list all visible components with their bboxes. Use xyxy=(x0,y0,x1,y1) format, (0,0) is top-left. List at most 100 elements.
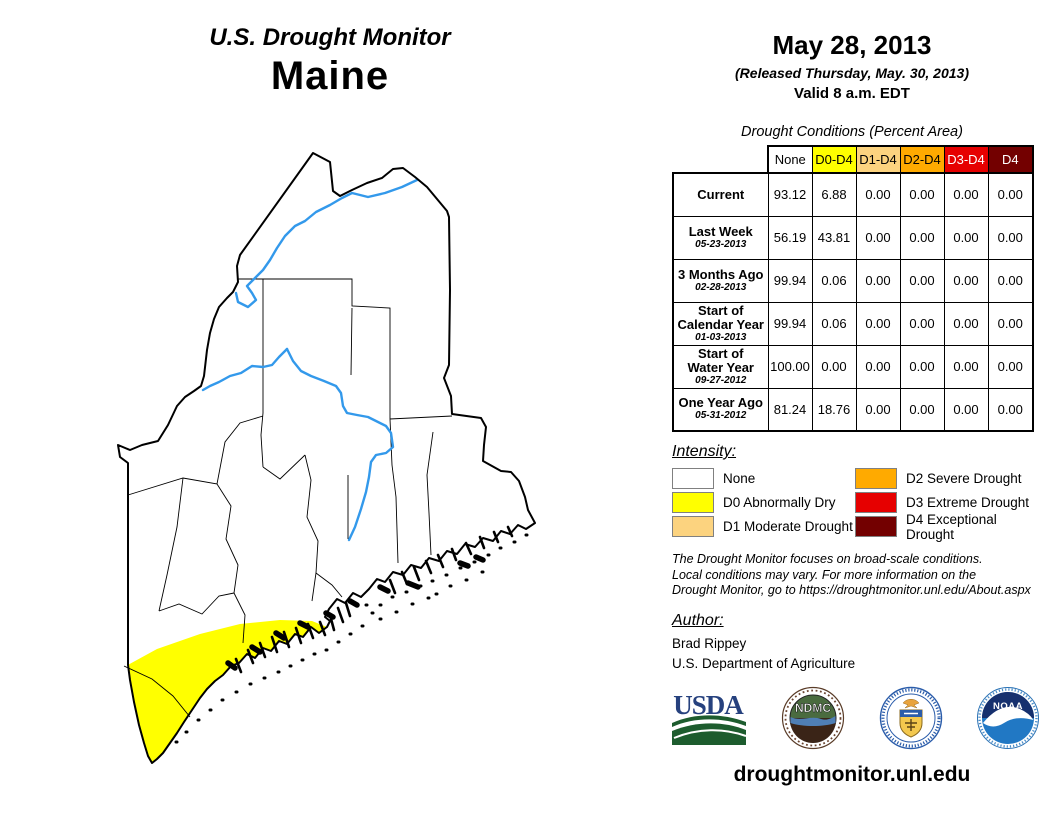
table-cell: 99.94 xyxy=(767,258,813,303)
table-row: One Year Ago 05-31-2012 81.24 18.76 0.00 … xyxy=(672,387,1034,432)
row-label: One Year Ago 05-31-2012 xyxy=(672,387,769,432)
disclaimer-line-3: Drought Monitor, go to https://droughtmo… xyxy=(672,583,1031,597)
legend-swatch-none xyxy=(672,468,714,489)
table-cell: 100.00 xyxy=(767,344,813,389)
table-row: Start of Calendar Year 01-03-2013 99.94 0… xyxy=(672,301,1034,346)
coastal-peninsulas xyxy=(234,525,514,674)
table-cell: 0.06 xyxy=(811,301,857,346)
legend-item-d3: D3 Extreme Drought xyxy=(855,492,1042,513)
table-cell: 56.19 xyxy=(767,215,813,260)
table-cell: 0.00 xyxy=(855,172,901,217)
usda-logo-text: USDA xyxy=(673,690,744,720)
legend-swatch-d3 xyxy=(855,492,897,513)
table-cell: 0.00 xyxy=(987,215,1034,260)
table-cell: 0.00 xyxy=(811,344,857,389)
legend-swatch-d2 xyxy=(855,468,897,489)
row-label: Start of Water Year 09-27-2012 xyxy=(672,344,769,389)
legend-item-none: None xyxy=(672,468,855,489)
legend-column-right: D2 Severe Drought D3 Extreme Drought D4 … xyxy=(855,465,1042,542)
table-cell: 0.00 xyxy=(943,301,989,346)
table-cell: 0.00 xyxy=(855,344,901,389)
table-corner-cell xyxy=(673,146,768,173)
table-cell: 0.00 xyxy=(943,258,989,303)
table-cell: 43.81 xyxy=(811,215,857,260)
table-row: Current 93.12 6.88 0.00 0.00 0.00 0.00 xyxy=(672,172,1034,217)
table-cell: 0.00 xyxy=(899,258,945,303)
table-cell: 93.12 xyxy=(767,172,813,217)
row-label: Last Week 05-23-2013 xyxy=(672,215,769,260)
usda-logo: USDA xyxy=(672,690,747,745)
table-cell: 0.00 xyxy=(855,215,901,260)
island-dots xyxy=(174,533,529,744)
county-borders xyxy=(123,278,453,718)
map-date: May 28, 2013 xyxy=(772,30,932,60)
table-row: Last Week 05-23-2013 56.19 43.81 0.00 0.0… xyxy=(672,215,1034,260)
legend-column-left: None D0 Abnormally Dry D1 Moderate Droug… xyxy=(672,465,855,537)
noaa-logo-text: NOAA xyxy=(993,701,1023,712)
coastal-islands xyxy=(225,554,486,671)
author-block: Author: Brad Rippey U.S. Department of A… xyxy=(672,612,855,671)
legend-title: Intensity: xyxy=(672,443,737,460)
noaa-logo: NOAA xyxy=(976,687,1039,749)
intensity-legend: Intensity: None D0 Abnormally Dry D1 Mod… xyxy=(672,443,1042,542)
table-cell: 0.00 xyxy=(943,172,989,217)
table-cell: 0.00 xyxy=(987,301,1034,346)
legend-item-d0: D0 Abnormally Dry xyxy=(672,492,855,513)
table-cell: 0.00 xyxy=(987,387,1034,432)
legend-swatch-d4 xyxy=(855,516,897,537)
table-row: Start of Water Year 09-27-2012 100.00 0.0… xyxy=(672,344,1034,389)
table-cell: 0.06 xyxy=(811,258,857,303)
river-penobscot xyxy=(285,347,395,542)
table-cell: 0.00 xyxy=(943,215,989,260)
table-cell: 0.00 xyxy=(943,344,989,389)
table-cell: 0.00 xyxy=(855,258,901,303)
table-cell: 0.00 xyxy=(855,301,901,346)
legend-item-d1: D1 Moderate Drought xyxy=(672,516,855,537)
legend-item-d2: D2 Severe Drought xyxy=(855,468,1042,489)
table-cell: 99.94 xyxy=(767,301,813,346)
table-cell: 0.00 xyxy=(987,172,1034,217)
table-cell: 0.00 xyxy=(899,387,945,432)
table-cell: 0.00 xyxy=(943,387,989,432)
table-cell: 6.88 xyxy=(811,172,857,217)
disclaimer-text: The Drought Monitor focuses on broad-sca… xyxy=(672,552,1044,599)
col-header-d4: D4 xyxy=(987,145,1034,174)
valid-time: Valid 8 a.m. EDT xyxy=(794,85,910,102)
col-header-d0: D0-D4 xyxy=(811,145,857,174)
table-row: 3 Months Ago 02-28-2013 99.94 0.06 0.00 0… xyxy=(672,258,1034,303)
state-title: Maine xyxy=(270,54,390,98)
legend-swatch-d0 xyxy=(672,492,714,513)
disclaimer-line-1: The Drought Monitor focuses on broad-sca… xyxy=(672,552,983,566)
table-cell: 0.00 xyxy=(899,172,945,217)
release-date: (Released Thursday, May. 30, 2013) xyxy=(735,65,969,81)
author-name: Brad Rippey xyxy=(672,636,747,651)
author-org: U.S. Department of Agriculture xyxy=(672,656,856,671)
table-cell: 0.00 xyxy=(987,344,1034,389)
title-block: U.S. Drought Monitor Maine xyxy=(30,24,630,99)
page-title: U.S. Drought Monitor xyxy=(209,24,451,51)
d0-region xyxy=(124,620,327,763)
state-outline xyxy=(117,152,536,764)
table-cell: 0.00 xyxy=(987,258,1034,303)
table-header-row: None D0-D4 D1-D4 D2-D4 D3-D4 D4 xyxy=(673,145,1034,174)
river-kennebec xyxy=(201,347,289,392)
date-block: May 28, 2013 (Released Thursday, May. 30… xyxy=(700,30,1004,102)
table-cell: 0.00 xyxy=(899,301,945,346)
logo-row: USDA NDMC N xyxy=(668,686,1040,750)
table-cell: 81.24 xyxy=(767,387,813,432)
drought-conditions-table: None D0-D4 D1-D4 D2-D4 D3-D4 D4 Current … xyxy=(672,145,1034,432)
table-caption: Drought Conditions (Percent Area) xyxy=(741,124,963,140)
table-cell: 0.00 xyxy=(855,387,901,432)
river-st-john xyxy=(234,178,419,309)
col-header-none: None xyxy=(767,145,813,174)
ndmc-logo: NDMC xyxy=(782,686,845,750)
maine-drought-map xyxy=(117,152,536,764)
table-cell: 0.00 xyxy=(899,344,945,389)
table-cell: 18.76 xyxy=(811,387,857,432)
col-header-d3: D3-D4 xyxy=(943,145,989,174)
ndmc-logo-text: NDMC xyxy=(795,701,831,715)
legend-swatch-d1 xyxy=(672,516,714,537)
site-url: droughtmonitor.unl.edu xyxy=(733,763,971,786)
table-cell: 0.00 xyxy=(899,215,945,260)
